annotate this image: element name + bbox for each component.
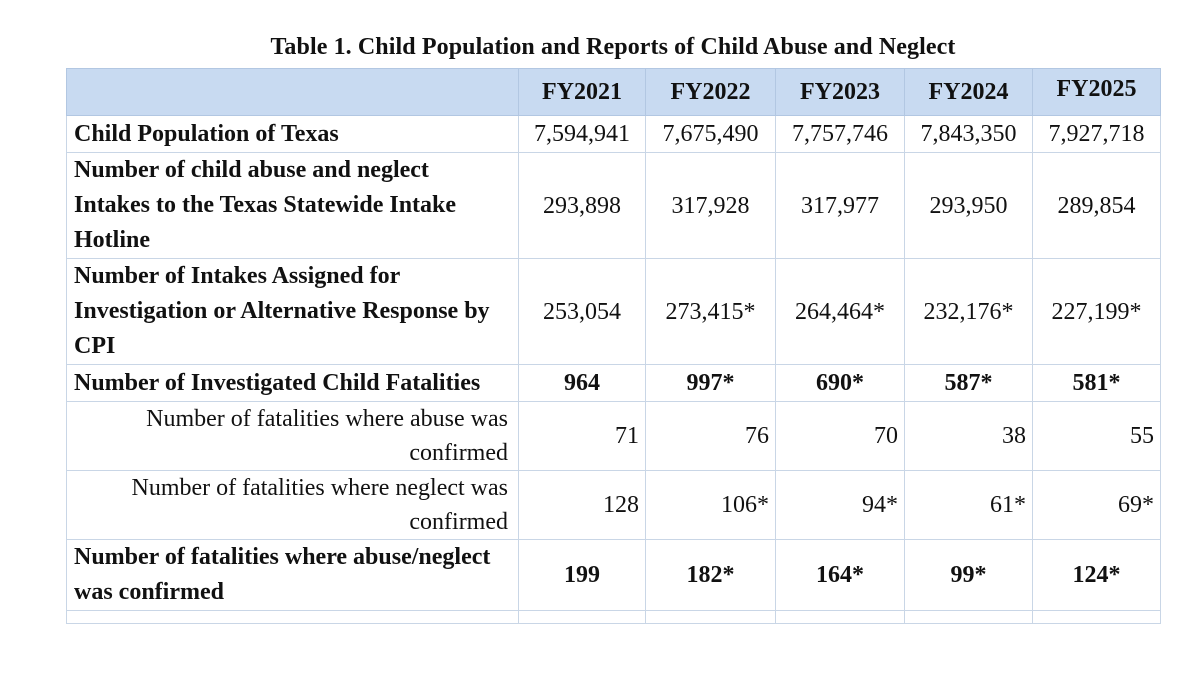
table-cell: 38 [904,401,1033,471]
column-header-fy2023: FY2023 [775,68,905,116]
column-header-fy2022: FY2022 [645,68,776,116]
table-cell: 7,675,490 [645,115,776,153]
table-row: Number of fatalities where abuse/neglect… [66,539,1161,611]
table-cell: 99* [904,539,1033,611]
table-cell: 587* [904,364,1033,402]
row-label: Child Population of Texas [66,115,519,153]
row-label: Number of child abuse and neglect Intake… [66,152,519,259]
row-label: Number of fatalities where abuse was con… [66,401,519,471]
table-cell: 690* [775,364,905,402]
table-cell: 76 [645,401,776,471]
table-cell: 232,176* [904,258,1033,365]
column-header-fy2024: FY2024 [904,68,1033,116]
row-label: Number of Intakes Assigned for Investiga… [66,258,519,365]
table-cell: 94* [775,470,905,540]
table-row: Number of Investigated Child Fatalities … [66,364,1161,402]
table-cell: 70 [775,401,905,471]
table-cell: 106* [645,470,776,540]
row-label: Number of Investigated Child Fatalities [66,364,519,402]
table-row: Number of fatalities where abuse was con… [66,401,1161,471]
table-cell: 253,054 [518,258,646,365]
table-cell: 69* [1032,470,1161,540]
table-cell: 317,977 [775,152,905,259]
table-row: Number of Intakes Assigned for Investiga… [66,258,1161,365]
table-cell: 273,415* [645,258,776,365]
table-row: Child Population of Texas 7,594,941 7,67… [66,115,1161,153]
table-cell: 997* [645,364,776,402]
table-cell: 964 [518,364,646,402]
table-cell: 164* [775,539,905,611]
table-title: Table 1. Child Population and Reports of… [270,34,956,60]
table-cell: 7,843,350 [904,115,1033,153]
header-row: FY2021 FY2022 FY2023 FY2024 FY2025 [66,68,1161,116]
table-row: Number of fatalities where neglect was c… [66,470,1161,540]
table-cell: 293,950 [904,152,1033,259]
table-cell: 182* [645,539,776,611]
table-cell: 124* [1032,539,1161,611]
data-table: FY2021 FY2022 FY2023 FY2024 FY2025 Child… [66,68,1161,624]
table-cell: 61* [904,470,1033,540]
header-corner [66,68,519,116]
table-row: Number of child abuse and neglect Intake… [66,152,1161,259]
table-cell: 71 [518,401,646,471]
column-header-fy2025: FY2025 [1032,68,1161,116]
row-label: Number of fatalities where neglect was c… [66,470,519,540]
table-cell: 581* [1032,364,1161,402]
table-row-cut-off [66,610,1161,624]
table-cell: 289,854 [1032,152,1161,259]
table-cell: 55 [1032,401,1161,471]
table-cell: 7,927,718 [1032,115,1161,153]
table-cell: 264,464* [775,258,905,365]
table-cell: 293,898 [518,152,646,259]
row-label: Number of fatalities where abuse/neglect… [66,539,519,611]
table-cell: 128 [518,470,646,540]
column-header-fy2021: FY2021 [518,68,646,116]
table-cell: 7,594,941 [518,115,646,153]
table-cell: 7,757,746 [775,115,905,153]
table-cell: 317,928 [645,152,776,259]
table-cell: 199 [518,539,646,611]
table-cell: 227,199* [1032,258,1161,365]
